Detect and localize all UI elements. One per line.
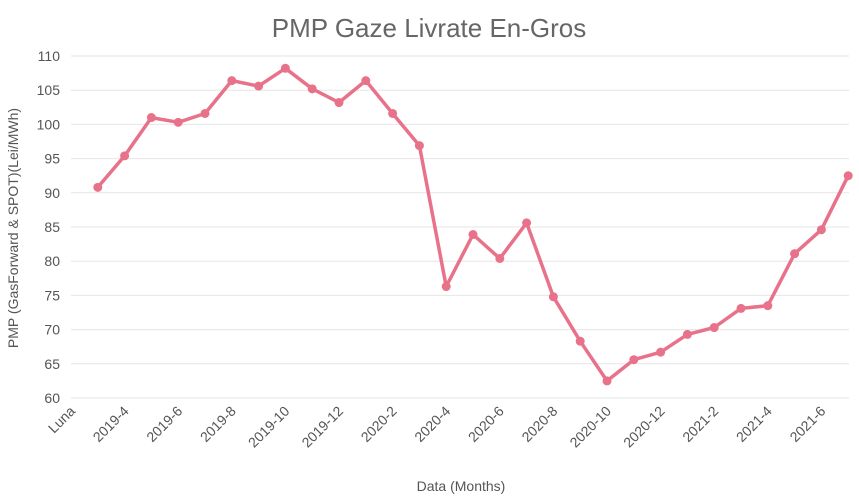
x-tick-label: 2019-4 [90, 403, 132, 445]
x-tick-label: 2021-6 [786, 403, 828, 445]
data-point[interactable] [575, 336, 585, 346]
y-axis-title: PMP (GasForward & SPOT)(Lei/MWh) [5, 108, 21, 348]
data-point[interactable] [468, 230, 478, 240]
data-point[interactable] [682, 329, 692, 339]
data-point[interactable] [736, 303, 746, 313]
x-axis-ticks: Luna 2019-4 2019-6 2019-8 2019-10 2019-12 2020… [45, 403, 829, 451]
data-point[interactable] [709, 323, 719, 333]
data-point[interactable] [441, 282, 451, 292]
y-tick-label: 105 [37, 82, 61, 98]
data-point[interactable] [522, 218, 532, 228]
x-tick-label: 2021-2 [679, 403, 721, 445]
data-point[interactable] [200, 108, 210, 118]
y-tick-label: 60 [44, 390, 60, 406]
x-tick-label: 2020-10 [566, 403, 614, 451]
data-point[interactable] [843, 171, 853, 181]
x-tick-label: 2020-6 [465, 403, 507, 445]
data-point[interactable] [602, 376, 612, 386]
data-point[interactable] [361, 76, 371, 86]
y-axis-ticks: 60 65 70 75 80 85 90 95 100 105 110 [37, 48, 61, 406]
data-point[interactable] [254, 81, 264, 91]
x-tick-label: 2019-12 [298, 403, 346, 451]
y-tick-label: 100 [37, 116, 61, 132]
chart-title: PMP Gaze Livrate En-Gros [272, 13, 587, 43]
y-tick-label: 80 [44, 253, 60, 269]
data-point[interactable] [495, 253, 505, 263]
x-tick-label: 2020-2 [358, 403, 400, 445]
y-tick-label: 90 [44, 185, 60, 201]
data-point[interactable] [629, 355, 639, 365]
y-tick-label: 95 [44, 151, 60, 167]
data-point[interactable] [816, 225, 826, 235]
data-point[interactable] [120, 151, 130, 161]
data-point[interactable] [334, 98, 344, 108]
gridlines [71, 55, 849, 399]
y-tick-label: 65 [44, 356, 60, 372]
x-tick-label: 2019-10 [245, 403, 293, 451]
x-tick-label: 2020-12 [620, 403, 668, 451]
x-tick-label: 2020-8 [518, 403, 560, 445]
data-point[interactable] [548, 292, 558, 302]
x-tick-label: 2019-8 [197, 403, 239, 445]
data-point[interactable] [414, 141, 424, 151]
data-series [93, 63, 853, 386]
y-tick-label: 85 [44, 219, 60, 235]
y-tick-label: 75 [44, 287, 60, 303]
data-point[interactable] [173, 117, 183, 127]
x-axis-title: Data (Months) [417, 478, 506, 494]
data-point[interactable] [307, 84, 317, 94]
x-tick-label: 2020-4 [411, 403, 453, 445]
data-point[interactable] [280, 63, 290, 73]
data-point[interactable] [763, 301, 773, 311]
y-tick-label: 70 [44, 322, 60, 338]
series-line [96, 66, 850, 383]
data-point[interactable] [93, 182, 103, 192]
x-tick-label: Luna [45, 403, 78, 436]
data-point[interactable] [146, 113, 156, 123]
data-point[interactable] [388, 108, 398, 118]
data-point[interactable] [790, 249, 800, 259]
data-point[interactable] [227, 76, 237, 86]
x-tick-label: 2019-6 [143, 403, 185, 445]
x-tick-label: 2021-4 [733, 403, 775, 445]
y-tick-label: 110 [38, 48, 61, 64]
data-point[interactable] [656, 347, 666, 357]
